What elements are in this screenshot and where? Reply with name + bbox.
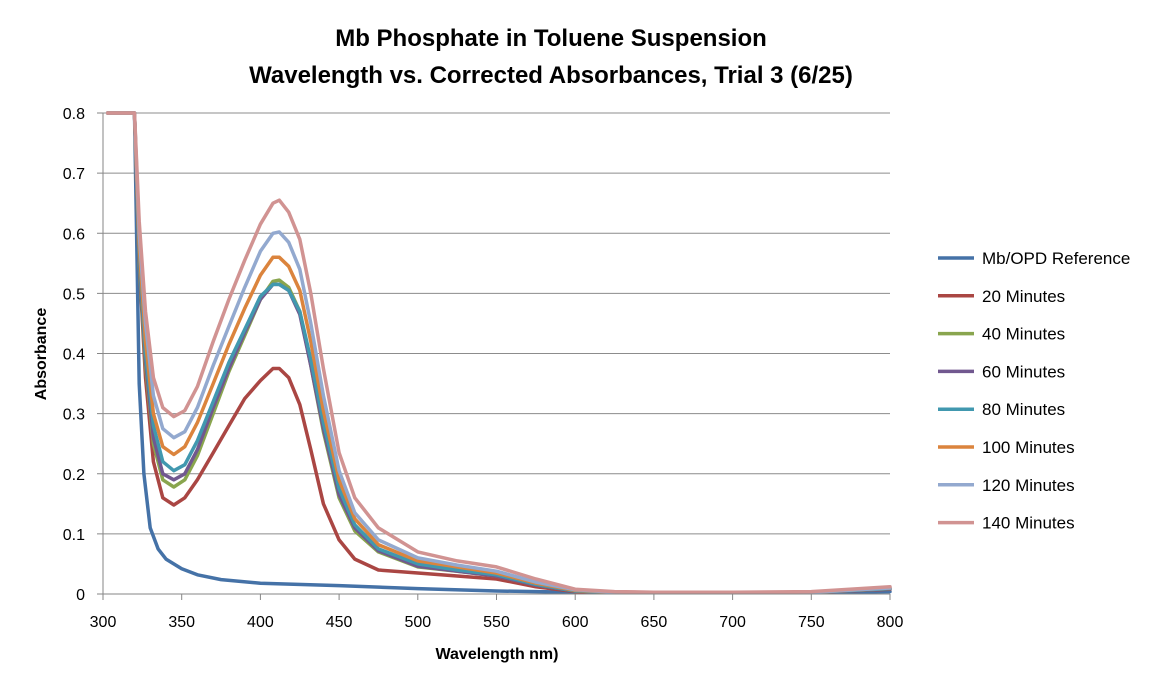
x-tick-label: 800 (877, 614, 904, 631)
y-tick-label: 0 (76, 587, 85, 604)
x-axis-title: Wavelength nm) (436, 646, 559, 663)
legend-label: 100 Minutes (982, 438, 1075, 457)
x-tick-label: 300 (90, 614, 117, 631)
x-tick-label: 750 (798, 614, 825, 631)
x-tick-label: 450 (326, 614, 353, 631)
x-tick-label: 550 (483, 614, 510, 631)
x-tick-label: 700 (719, 614, 746, 631)
axes (97, 112, 891, 600)
legend-label: Mb/OPD Reference (982, 249, 1130, 268)
y-tick-label: 0.5 (63, 286, 85, 303)
legend: Mb/OPD Reference 20 Minutes 40 Minutes 60 M… (938, 249, 1130, 533)
x-tick-label: 400 (247, 614, 274, 631)
legend-label: 80 Minutes (982, 400, 1065, 419)
gridlines (103, 112, 890, 595)
x-tick-label: 650 (641, 614, 668, 631)
plot-area (105, 111, 892, 595)
series-line (105, 111, 892, 594)
x-axis-tick-labels: 300 350 400 450 500 550 600 650 700 750 800 (90, 614, 904, 631)
y-tick-label: 0.6 (63, 226, 85, 243)
series-line (105, 111, 892, 595)
legend-label: 40 Minutes (982, 325, 1065, 344)
chart-title-line1: Mb Phosphate in Toluene Suspension (335, 25, 767, 52)
y-tick-label: 0.7 (63, 166, 85, 183)
y-tick-label: 0.8 (63, 106, 85, 123)
legend-label: 120 Minutes (982, 476, 1075, 495)
chart-title-line2: Wavelength vs. Corrected Absorbances, Tr… (249, 62, 853, 89)
y-tick-label: 0.2 (63, 467, 85, 484)
y-tick-label: 0.1 (63, 527, 85, 544)
x-tick-label: 350 (168, 614, 195, 631)
legend-label: 140 Minutes (982, 514, 1075, 533)
y-axis-title: Absorbance (33, 308, 50, 401)
legend-label: 20 Minutes (982, 287, 1065, 306)
y-tick-label: 0.4 (63, 347, 85, 364)
y-axis-tick-labels: 0 0.1 0.2 0.3 0.4 0.5 0.6 0.7 0.8 (63, 106, 85, 604)
y-tick-label: 0.3 (63, 407, 85, 424)
x-tick-label: 500 (404, 614, 431, 631)
legend-label: 60 Minutes (982, 362, 1065, 381)
x-tick-label: 600 (562, 614, 589, 631)
